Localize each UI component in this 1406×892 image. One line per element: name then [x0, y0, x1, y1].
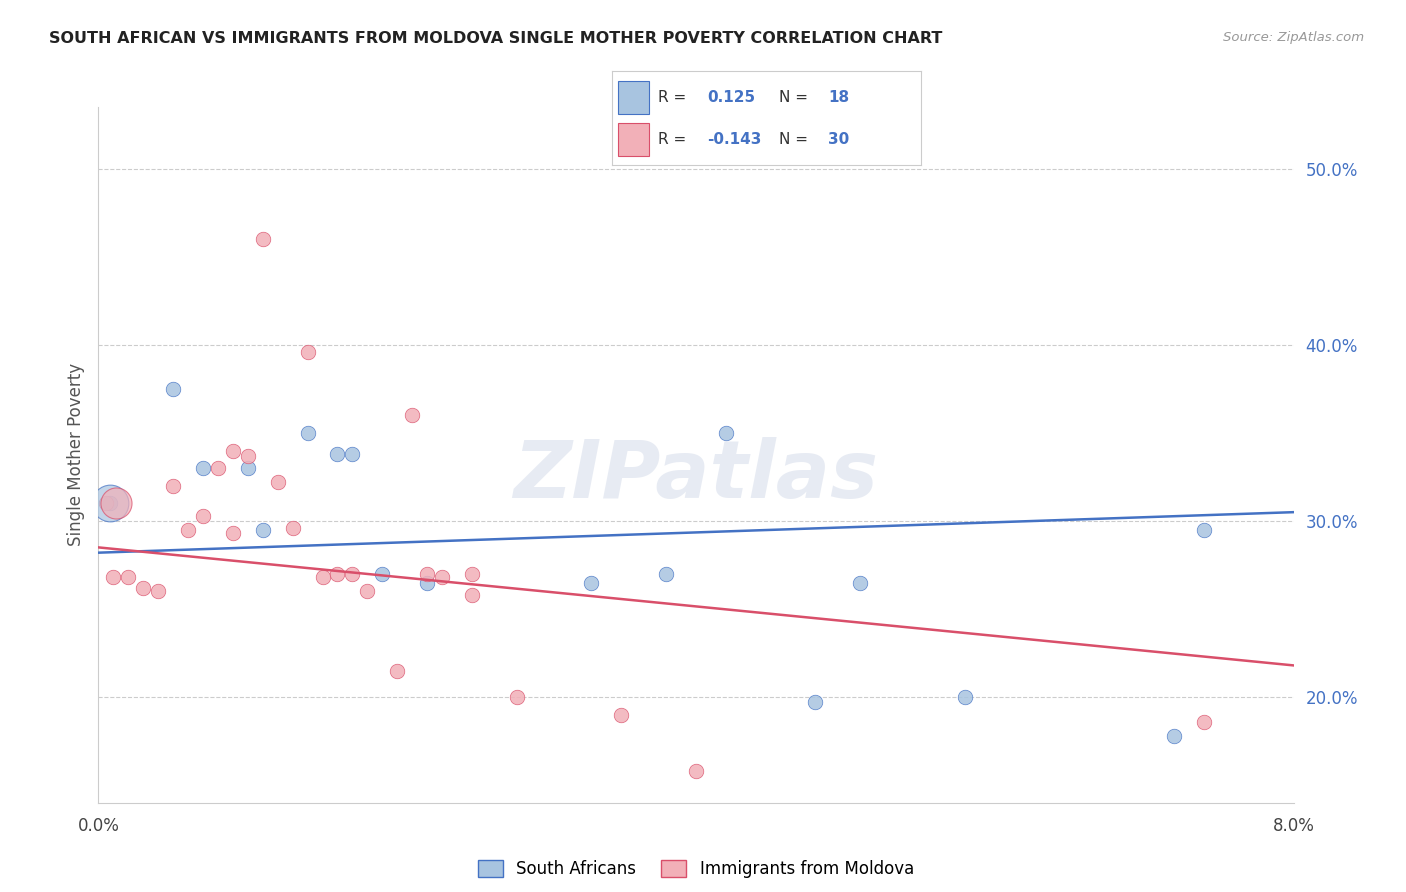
Point — [117, 570, 139, 584]
Point — [416, 575, 439, 590]
Point — [714, 425, 737, 440]
Point — [506, 690, 529, 705]
Point — [581, 575, 603, 590]
Point — [297, 344, 319, 359]
Point — [103, 570, 125, 584]
Point — [222, 526, 245, 541]
Point — [177, 523, 200, 537]
Point — [430, 570, 453, 584]
Point — [267, 475, 290, 490]
Point — [236, 461, 259, 475]
Text: -0.143: -0.143 — [707, 132, 762, 147]
Point — [356, 584, 378, 599]
Y-axis label: Single Mother Poverty: Single Mother Poverty — [66, 363, 84, 547]
Point — [207, 461, 229, 475]
Point — [685, 764, 707, 778]
Text: ZIPatlas: ZIPatlas — [513, 437, 879, 515]
Text: Source: ZipAtlas.com: Source: ZipAtlas.com — [1223, 31, 1364, 45]
Point — [236, 449, 259, 463]
Point — [342, 447, 364, 461]
Point — [98, 496, 122, 510]
Text: SOUTH AFRICAN VS IMMIGRANTS FROM MOLDOVA SINGLE MOTHER POVERTY CORRELATION CHART: SOUTH AFRICAN VS IMMIGRANTS FROM MOLDOVA… — [49, 31, 942, 46]
Point — [191, 461, 214, 475]
Point — [148, 584, 170, 599]
Point — [252, 523, 274, 537]
Point — [94, 496, 117, 510]
Point — [804, 695, 827, 709]
Text: R =: R = — [658, 132, 686, 147]
Bar — [617, 123, 648, 156]
Text: N =: N = — [779, 89, 807, 104]
Point — [655, 566, 678, 581]
Point — [252, 232, 274, 246]
Point — [953, 690, 976, 705]
Point — [326, 447, 349, 461]
Point — [281, 521, 304, 535]
Point — [98, 496, 122, 510]
Point — [461, 566, 484, 581]
Text: 0.0%: 0.0% — [77, 817, 120, 835]
Point — [311, 570, 333, 584]
Point — [849, 575, 872, 590]
Point — [105, 496, 128, 510]
Point — [191, 508, 214, 523]
Point — [385, 664, 409, 678]
Text: 30: 30 — [828, 132, 849, 147]
Point — [162, 479, 184, 493]
Point — [1192, 714, 1215, 729]
Text: 8.0%: 8.0% — [1272, 817, 1315, 835]
Point — [222, 443, 245, 458]
Point — [132, 581, 155, 595]
Point — [401, 409, 423, 423]
Point — [342, 566, 364, 581]
Point — [1192, 523, 1215, 537]
Text: N =: N = — [779, 132, 807, 147]
Point — [610, 707, 633, 722]
Point — [461, 588, 484, 602]
Point — [416, 566, 439, 581]
Point — [371, 566, 394, 581]
Bar — [617, 81, 648, 113]
Point — [326, 566, 349, 581]
Text: R =: R = — [658, 89, 686, 104]
Text: 0.125: 0.125 — [707, 89, 755, 104]
Text: 18: 18 — [828, 89, 849, 104]
Point — [162, 382, 184, 396]
Legend: South Africans, Immigrants from Moldova: South Africans, Immigrants from Moldova — [471, 854, 921, 885]
Point — [297, 425, 319, 440]
Point — [1163, 729, 1185, 743]
